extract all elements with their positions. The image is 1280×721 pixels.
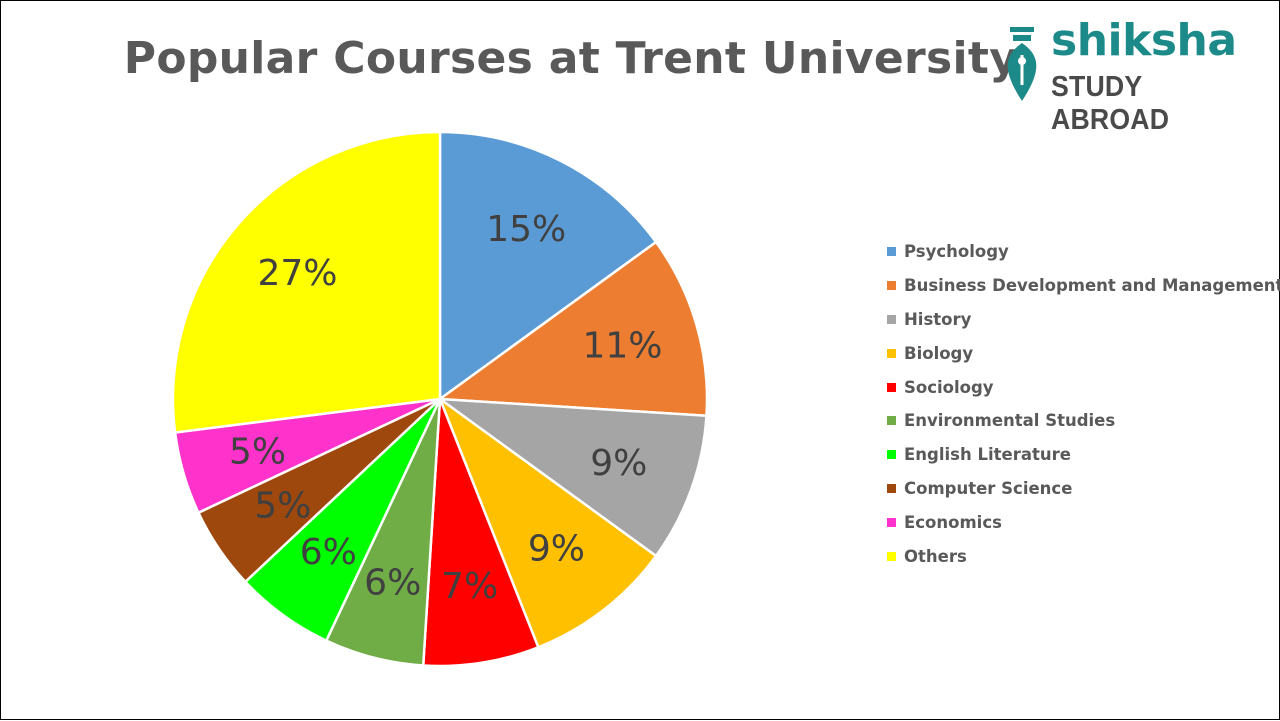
data-label: 5% (229, 432, 286, 473)
legend-label: Computer Science (904, 478, 1073, 498)
legend-item: English Literature (887, 438, 1280, 472)
legend-item: Others (887, 539, 1280, 573)
legend-swatch (887, 382, 896, 392)
legend-swatch (887, 281, 896, 291)
legend-swatch (887, 483, 896, 493)
legend-label: Biology (904, 343, 974, 363)
pie-slice-others (171, 130, 442, 434)
legend-label: Others (904, 546, 967, 566)
shiksha-logo: shiksha STUDY ABROAD (999, 15, 1249, 136)
data-label: 27% (257, 253, 337, 294)
legend-item: Sociology (887, 370, 1280, 404)
legend-swatch (887, 314, 896, 324)
data-label: 9% (528, 529, 585, 570)
legend-swatch (887, 348, 896, 358)
legend-swatch (887, 450, 896, 460)
legend-label: Environmental Studies (904, 411, 1116, 431)
legend-label: Economics (904, 512, 1002, 532)
data-label: 6% (364, 563, 421, 604)
chart-legend: Psychology Business Development and Manag… (887, 235, 1280, 573)
data-label: 9% (590, 443, 647, 484)
legend-label: English Literature (904, 445, 1071, 465)
legend-item: Economics (887, 505, 1280, 539)
pen-nib-icon (1007, 27, 1037, 101)
pie-slice-psychology (438, 130, 658, 402)
legend-swatch (887, 416, 896, 426)
legend-item: Psychology (887, 235, 1280, 269)
pie-slice-sociology (421, 398, 540, 668)
data-label: 5% (254, 485, 311, 526)
pie-slice-biology (437, 395, 658, 649)
data-label: 15% (486, 209, 566, 250)
legend-label: Psychology (904, 242, 1009, 262)
pie-slice-history (435, 397, 708, 558)
data-label: 11% (582, 325, 662, 366)
data-label: 7% (441, 566, 498, 607)
legend-label: Sociology (904, 377, 994, 397)
legend-item: Computer Science (887, 472, 1280, 506)
legend-swatch (887, 517, 896, 527)
legend-swatch (887, 551, 896, 561)
legend-item: Business Development and Management (887, 269, 1280, 303)
legend-label: Business Development and Management (904, 276, 1280, 296)
logo-subtitle: STUDY ABROAD (1051, 71, 1170, 136)
pie-slice-business-development-and-management (436, 240, 709, 418)
legend-item: History (887, 303, 1280, 337)
data-label: 6% (300, 532, 357, 573)
legend-swatch (887, 247, 896, 257)
legend-item: Environmental Studies (887, 404, 1280, 438)
chart-title: Popular Courses at Trent University (123, 33, 1019, 84)
legend-label: History (904, 309, 972, 329)
legend-item: Biology (887, 336, 1280, 370)
logo-wordmark: shiksha (1051, 15, 1237, 66)
